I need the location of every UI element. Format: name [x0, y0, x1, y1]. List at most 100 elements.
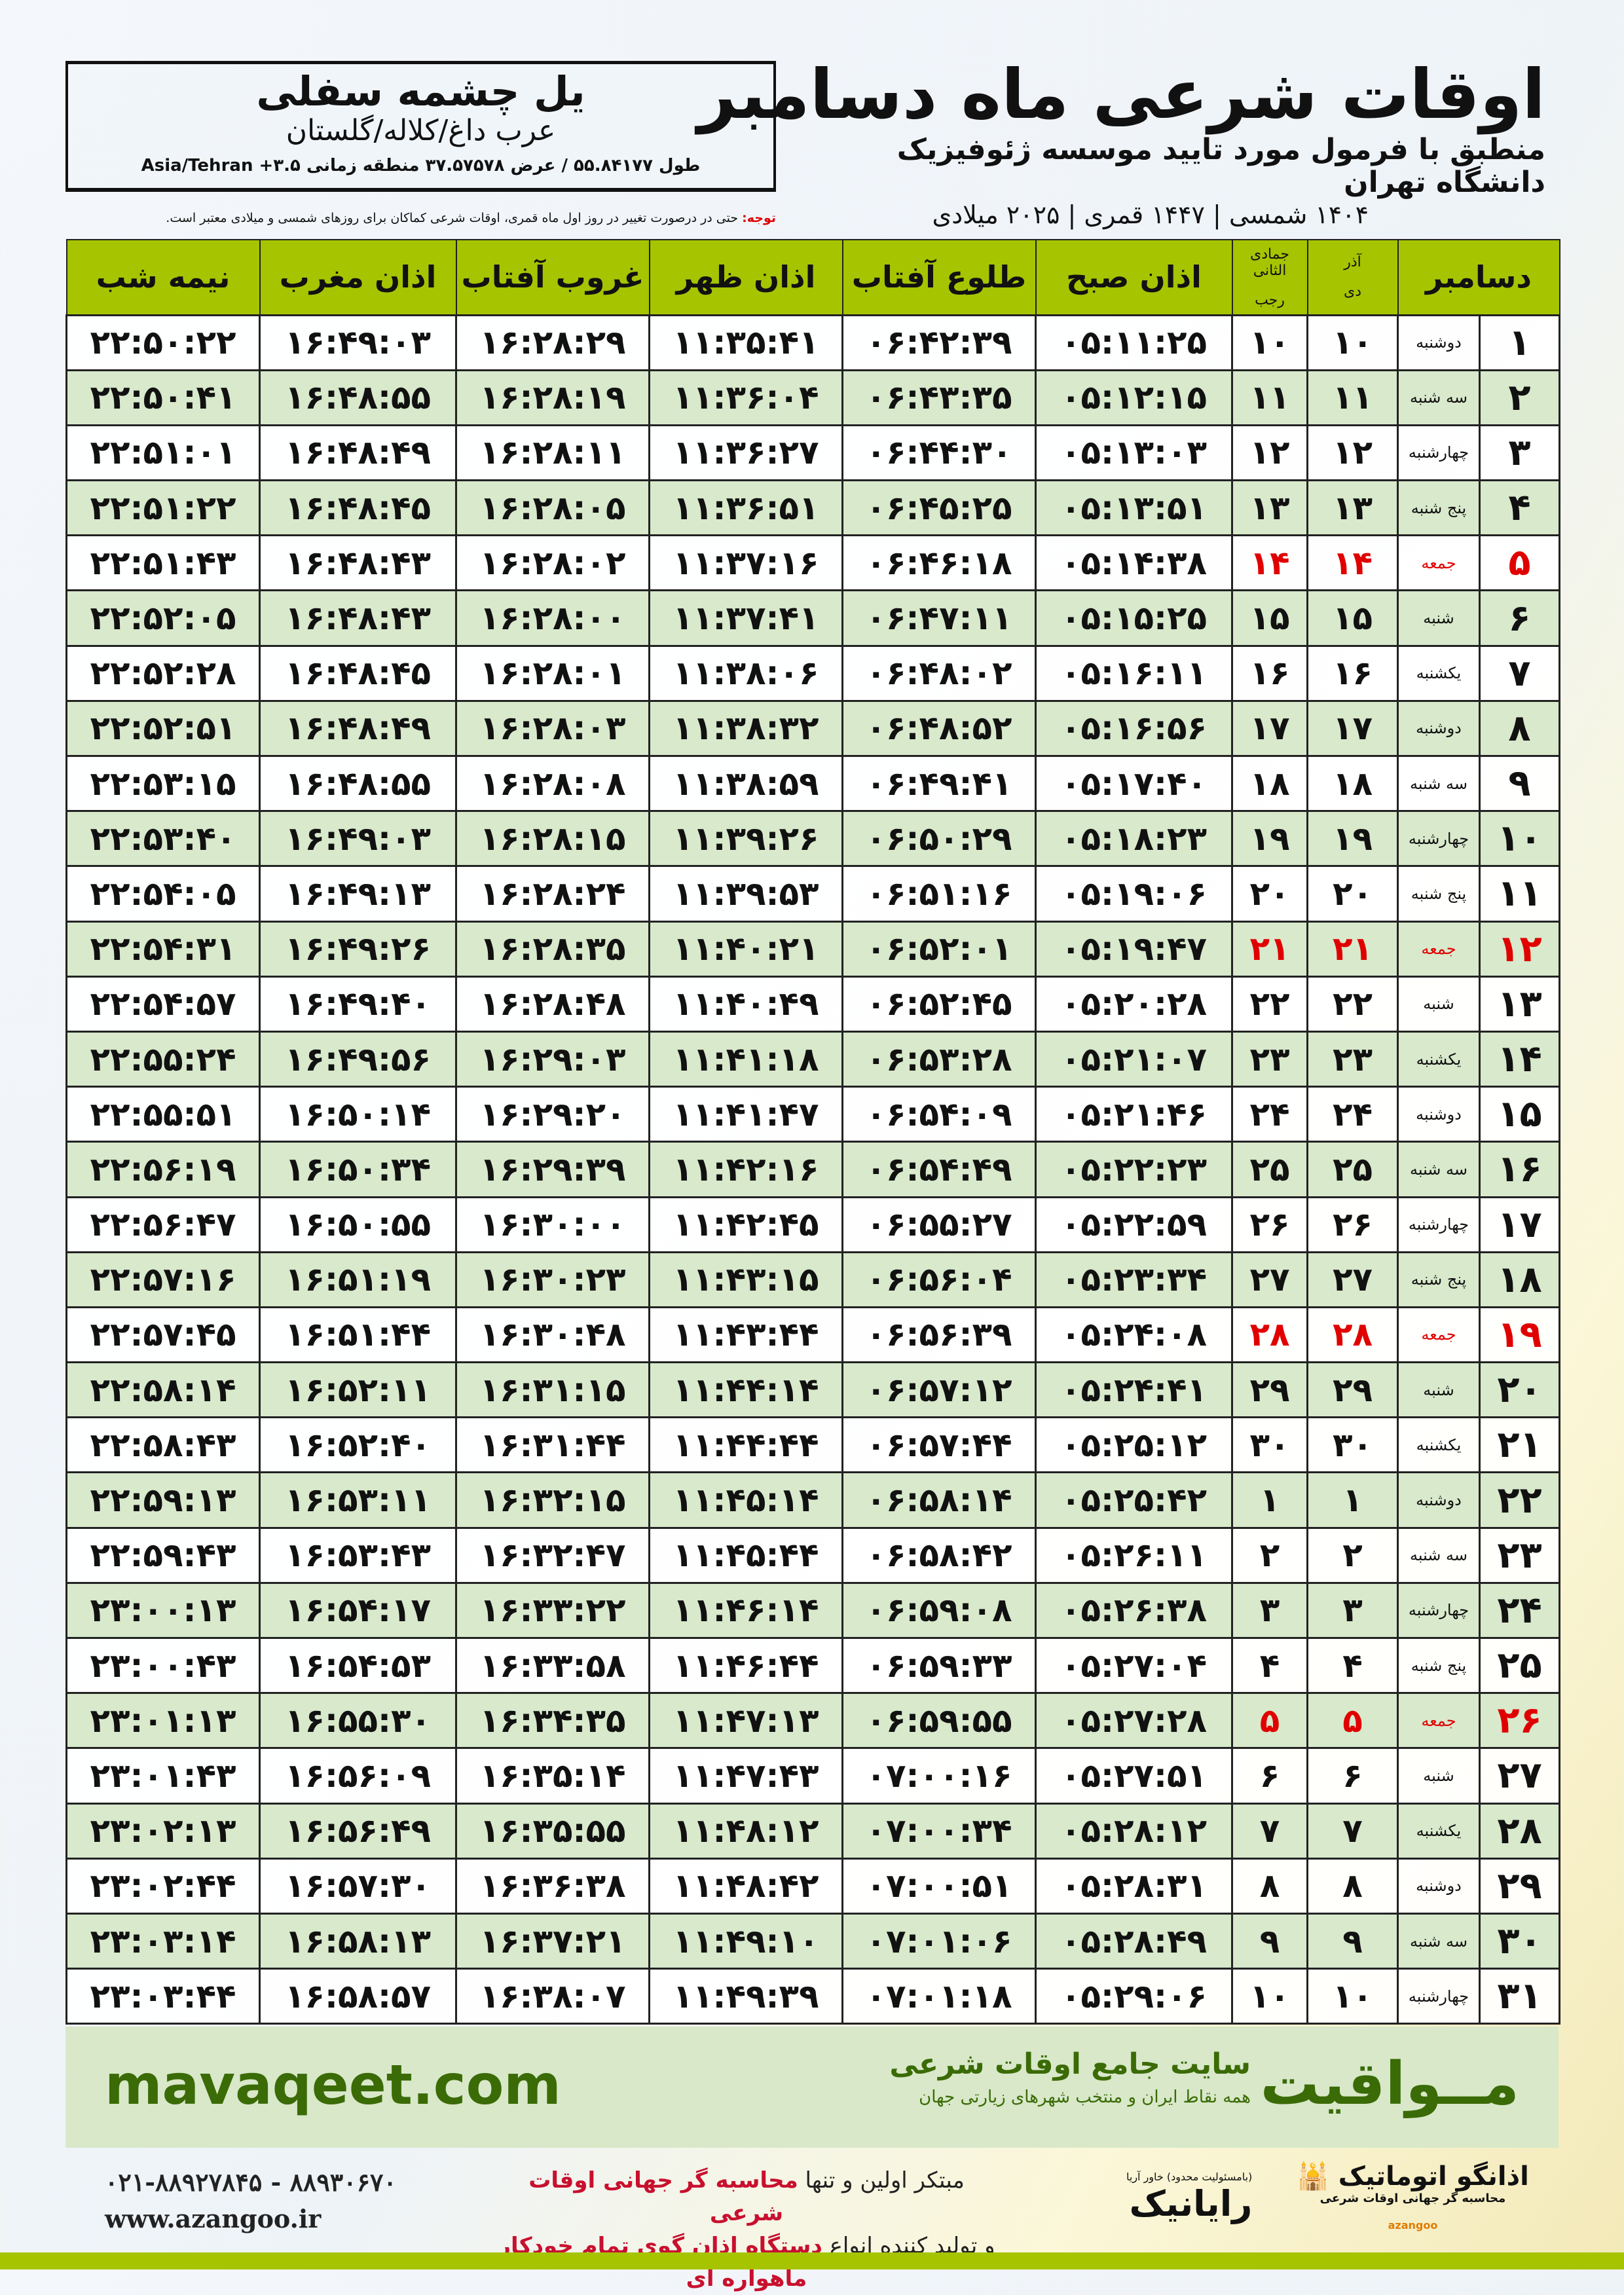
- cell-dhuhr: ۱۱:۴۱:۱۸: [648, 1030, 843, 1088]
- azangoo-en: azangoo: [1388, 2219, 1438, 2231]
- cell-hijri-day: ۲۰: [1231, 865, 1308, 923]
- cell-midnight: ۲۲:۵۲:۰۵: [65, 589, 261, 647]
- cell-sunset: ۱۶:۲۸:۰۳: [455, 699, 650, 758]
- cell-sunrise: ۰۶:۵۶:۳۹: [841, 1306, 1037, 1364]
- cell-dhuhr: ۱۱:۳۸:۰۶: [648, 644, 843, 702]
- cell-midnight: ۲۲:۵۹:۴۳: [65, 1526, 261, 1584]
- mavaqeet-desc: سایت جامع اوقات شرعی: [889, 2047, 1251, 2081]
- cell-hijri-day: ۶: [1231, 1747, 1308, 1805]
- header-hijri-top: جمادی الثانی: [1249, 246, 1290, 279]
- cell-weekday: سه شنبه: [1397, 1912, 1481, 1970]
- azangoo-website[interactable]: www.azangoo.ir: [105, 2204, 322, 2233]
- cell-fajr: ۰۵:۱۷:۴۰: [1035, 754, 1233, 813]
- cell-dhuhr: ۱۱:۳۵:۴۱: [648, 314, 843, 371]
- cell-fajr: ۰۵:۱۳:۵۱: [1035, 479, 1233, 537]
- cell-midnight: ۲۳:۰۰:۱۳: [65, 1581, 261, 1640]
- cell-weekday: سه شنبه: [1397, 1141, 1481, 1198]
- cell-shamsi-day: ۱: [1306, 1471, 1399, 1529]
- cell-sunset: ۱۶:۳۵:۵۵: [455, 1802, 650, 1860]
- cell-day: ۱۴: [1479, 1030, 1560, 1088]
- cell-weekday: دوشنبه: [1397, 314, 1481, 371]
- cell-weekday: چهارشنبه: [1397, 424, 1481, 482]
- table-row: ۲۳ سه شنبه ۲ ۲ ۰۵:۲۶:۱۱ ۰۶:۵۸:۴۲ ۱۱:۴۵:۴۴ ۱۶:۳۲…: [65, 1526, 1560, 1584]
- cell-fajr: ۰۵:۲۷:۵۱: [1035, 1747, 1233, 1805]
- cell-sunset: ۱۶:۳۷:۲۱: [455, 1912, 650, 1970]
- slogan-1b: محاسبه گر جهانی اوقات شرعی: [528, 2167, 798, 2226]
- cell-fajr: ۰۵:۲۵:۴۲: [1035, 1471, 1233, 1529]
- cell-weekday: جمعه: [1397, 534, 1481, 592]
- cell-midnight: ۲۲:۵۳:۱۵: [65, 754, 261, 813]
- table-row: ۲۹ دوشنبه ۸ ۸ ۰۵:۲۸:۳۱ ۰۷:۰۰:۵۱ ۱۱:۴۸:۴۲ ۱۶:۳۶:…: [65, 1857, 1560, 1915]
- cell-weekday: چهارشنبه: [1397, 1581, 1481, 1640]
- mosque-icon: 🕌: [1297, 2161, 1329, 2192]
- table-row: ۲۸ یکشنبه ۷ ۷ ۰۵:۲۸:۱۲ ۰۷:۰۰:۳۴ ۱۱:۴۸:۱۲ ۱۶:۳۵:…: [65, 1802, 1560, 1860]
- cell-day: ۲۱: [1479, 1416, 1560, 1474]
- cell-day: ۴: [1479, 479, 1560, 537]
- cell-hijri-day: ۱۲: [1231, 424, 1308, 482]
- cell-sunrise: ۰۶:۵۲:۰۱: [841, 920, 1037, 978]
- cell-fajr: ۰۵:۱۲:۱۵: [1035, 369, 1233, 426]
- cell-dhuhr: ۱۱:۴۶:۴۴: [648, 1636, 843, 1695]
- cell-midnight: ۲۳:۰۰:۴۳: [65, 1636, 261, 1695]
- cell-dhuhr: ۱۱:۳۶:۲۷: [648, 424, 843, 482]
- mavaqeet-url[interactable]: mavaqeet.com: [105, 2053, 561, 2117]
- cell-hijri-day: ۱۷: [1231, 699, 1308, 758]
- cell-shamsi-day: ۳: [1306, 1581, 1399, 1640]
- cell-fajr: ۰۵:۱۸:۲۳: [1035, 810, 1233, 868]
- cell-midnight: ۲۳:۰۳:۴۴: [65, 1968, 261, 2025]
- cell-hijri-day: ۳: [1231, 1581, 1308, 1640]
- cell-midnight: ۲۲:۵۲:۲۸: [65, 644, 261, 702]
- cell-sunrise: ۰۶:۵۲:۴۵: [841, 975, 1037, 1033]
- cell-dhuhr: ۱۱:۴۶:۱۴: [648, 1581, 843, 1640]
- cell-shamsi-day: ۲۳: [1306, 1030, 1399, 1088]
- cell-fajr: ۰۵:۲۷:۰۴: [1035, 1636, 1233, 1695]
- cell-sunrise: ۰۷:۰۰:۳۴: [841, 1802, 1037, 1860]
- cell-dhuhr: ۱۱:۴۹:۳۹: [648, 1968, 843, 2025]
- header-month: دسامبر: [1397, 239, 1560, 316]
- table-row: ۱ دوشنبه ۱۰ ۱۰ ۰۵:۱۱:۲۵ ۰۶:۴۲:۳۹ ۱۱:۳۵:۴۱ ۱۶:۲۸…: [65, 314, 1560, 371]
- table-row: ۲ سه شنبه ۱۱ ۱۱ ۰۵:۱۲:۱۵ ۰۶:۴۳:۳۵ ۱۱:۳۶:۰۴ ۱۶:۲…: [65, 369, 1560, 426]
- table-row: ۱۱ پنج شنبه ۲۰ ۲۰ ۰۵:۱۹:۰۶ ۰۶:۵۱:۱۶ ۱۱:۳۹:۵۳ ۱۶…: [65, 865, 1560, 923]
- table-row: ۲۵ پنج شنبه ۴ ۴ ۰۵:۲۷:۰۴ ۰۶:۵۹:۳۳ ۱۱:۴۶:۴۴ ۱۶:۳…: [65, 1636, 1560, 1695]
- cell-sunrise: ۰۶:۴۹:۴۱: [841, 754, 1037, 813]
- cell-sunset: ۱۶:۳۲:۴۷: [455, 1526, 650, 1584]
- cell-sunset: ۱۶:۲۸:۲۹: [455, 314, 650, 371]
- cell-hijri-day: ۱۹: [1231, 810, 1308, 868]
- cell-midnight: ۲۲:۵۲:۵۱: [65, 699, 261, 758]
- cell-hijri-day: ۹: [1231, 1912, 1308, 1970]
- cell-fajr: ۰۵:۲۳:۳۴: [1035, 1251, 1233, 1308]
- cell-shamsi-day: ۱۷: [1306, 699, 1399, 758]
- azangoo-sub: محاسبه گر جهانی اوقات شرعی: [1320, 2192, 1506, 2205]
- cell-sunrise: ۰۶:۵۴:۰۹: [841, 1086, 1037, 1143]
- bottom-strip: [0, 2252, 1624, 2269]
- cell-hijri-day: ۲۳: [1231, 1030, 1308, 1088]
- cell-midnight: ۲۲:۵۱:۴۳: [65, 534, 261, 592]
- cell-dhuhr: ۱۱:۴۲:۴۵: [648, 1196, 843, 1253]
- cell-day: ۱۹: [1479, 1306, 1560, 1364]
- cell-hijri-day: ۲۱: [1231, 920, 1308, 978]
- cell-fajr: ۰۵:۲۱:۴۶: [1035, 1086, 1233, 1143]
- cell-weekday: پنج شنبه: [1397, 1251, 1481, 1308]
- cell-weekday: پنج شنبه: [1397, 865, 1481, 923]
- cell-midnight: ۲۳:۰۳:۱۴: [65, 1912, 261, 1970]
- cell-dhuhr: ۱۱:۴۴:۴۴: [648, 1416, 843, 1474]
- cell-fajr: ۰۵:۲۲:۵۹: [1035, 1196, 1233, 1253]
- cell-hijri-day: ۱۴: [1231, 534, 1308, 592]
- cell-weekday: شنبه: [1397, 1747, 1481, 1805]
- table-row: ۱۹ جمعه ۲۸ ۲۸ ۰۵:۲۴:۰۸ ۰۶:۵۶:۳۹ ۱۱:۴۳:۴۴ ۱۶:۳۰:…: [65, 1306, 1560, 1364]
- rayanik-sub: (بامسئولیت محدود) خاور آریا: [1126, 2171, 1253, 2183]
- cell-midnight: ۲۲:۵۳:۴۰: [65, 810, 261, 868]
- cell-shamsi-day: ۲۰: [1306, 865, 1399, 923]
- cell-hijri-day: ۱۶: [1231, 644, 1308, 702]
- cell-weekday: دوشنبه: [1397, 699, 1481, 758]
- cell-sunrise: ۰۶:۵۳:۲۸: [841, 1030, 1037, 1088]
- cell-hijri-day: ۷: [1231, 1802, 1308, 1860]
- cell-weekday: یکشنبه: [1397, 1030, 1481, 1088]
- cell-fajr: ۰۵:۲۴:۰۸: [1035, 1306, 1233, 1364]
- cell-day: ۲: [1479, 369, 1560, 426]
- cell-fajr: ۰۵:۲۰:۲۸: [1035, 975, 1233, 1033]
- cell-shamsi-day: ۱۸: [1306, 754, 1399, 813]
- cell-day: ۳۰: [1479, 1912, 1560, 1970]
- cell-maghrib: ۱۶:۵۱:۱۹: [259, 1251, 457, 1308]
- cell-weekday: جمعه: [1397, 1692, 1481, 1750]
